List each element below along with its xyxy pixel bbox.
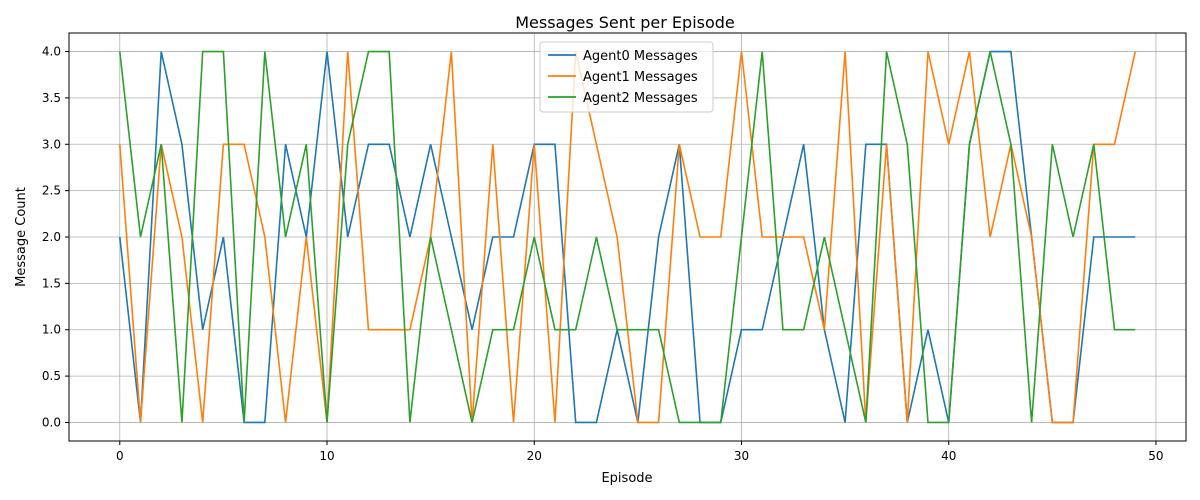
x-tick-label: 20: [527, 449, 542, 463]
y-tick-label: 4.0: [42, 45, 61, 59]
x-tick-label: 10: [319, 449, 334, 463]
y-tick-label: 1.0: [42, 323, 61, 337]
y-tick-label: 3.5: [42, 91, 61, 105]
x-tick-label: 50: [1148, 449, 1163, 463]
y-axis-label: Message Count: [14, 187, 29, 287]
legend-label: Agent0 Messages: [583, 49, 698, 64]
series-lines: [118, 50, 1137, 424]
legend-label: Agent1 Messages: [583, 70, 698, 85]
legend: Agent0 Messages Agent1 Messages Agent2 Mes…: [539, 41, 714, 113]
y-tick-label: 0.5: [42, 369, 61, 383]
y-tick-label: 0.0: [42, 415, 61, 429]
x-tick-label: 0: [116, 449, 124, 463]
x-axis-label: Episode: [601, 471, 652, 486]
legend-label: Agent2 Messages: [583, 91, 698, 106]
y-tick-label: 2.5: [42, 184, 61, 198]
series-line-agent2: [118, 50, 1136, 424]
y-tick-label: 2.0: [42, 230, 61, 244]
y-tick-label: 1.5: [42, 276, 61, 290]
chart-title: Messages Sent per Episode: [515, 13, 735, 32]
x-tick-label: 30: [734, 449, 749, 463]
legend-box: [539, 41, 714, 113]
y-tick-label: 3.0: [42, 137, 61, 151]
x-tick-label: 40: [941, 449, 956, 463]
axis-ticks: 0 10 20 30 40 50 0.0 0.5 1.0 1.5 2.0 2.5 3.0 3.5 4.0: [42, 45, 1164, 463]
